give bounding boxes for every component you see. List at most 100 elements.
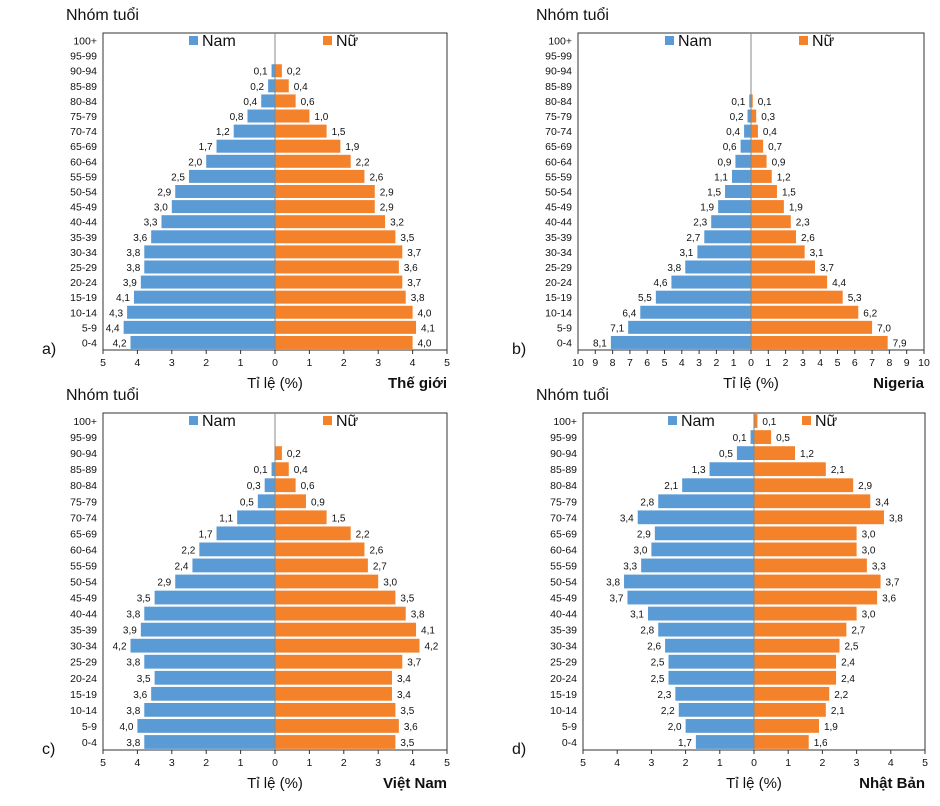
value-label-female: 0,6 [301,481,315,492]
x-tick-label: 1 [238,357,244,369]
value-label-male: 2,5 [651,674,665,685]
bar-female [275,275,403,289]
bar-female [275,462,289,477]
age-group-label: 75-79 [545,111,572,123]
bar-female [275,510,327,525]
bar-female [275,478,296,493]
bar-male [725,185,751,198]
bar-male [628,320,751,334]
bar-female [754,414,758,428]
age-group-label: 85-89 [545,81,572,93]
bar-female [275,154,351,168]
value-label-female: 0,4 [763,127,777,138]
bar-female [275,574,379,589]
bar-female [754,510,884,525]
age-group-label: 20-24 [550,673,577,685]
x-tick-label: 5 [444,357,450,369]
bar-female [751,245,805,259]
bar-female [275,622,417,637]
panel-letter: d) [512,741,526,758]
age-group-label: 30-34 [545,247,572,259]
value-label-female: 2,2 [356,157,370,168]
age-group-label: 20-24 [545,277,572,289]
x-tick-label: 5 [444,757,450,769]
value-label-female: 2,7 [851,626,865,637]
bar-female [275,719,399,733]
bar-female [275,638,420,653]
bar-female [751,215,791,229]
value-label-male: 5,5 [638,293,652,304]
bar-male [140,622,275,637]
x-tick-label: 6 [644,357,650,369]
age-group-label: 95-99 [70,432,97,444]
value-label-male: 1,7 [199,142,213,153]
age-group-label: 85-89 [70,81,97,93]
x-tick-label: 6 [852,357,858,369]
bar-female [754,702,826,717]
pyramid-panel-2: Nhóm tuổi Nam Nữ 0-4 8,1 7,9 5-9 7,1 7,0 10-14 6,4… [512,6,930,392]
age-group-label: 60-64 [545,156,572,168]
value-label-male: 0,2 [250,82,264,93]
bar-male [144,260,275,274]
age-group-label: 95-99 [550,432,577,444]
value-label-female: 3,7 [886,578,900,589]
x-tick-label: 4 [679,357,685,369]
x-axis-title: Tỉ lệ (%) [247,775,303,792]
x-tick-label: 3 [800,357,806,369]
bar-female [751,290,843,304]
bar-male [610,335,751,349]
value-label-female: 2,4 [841,674,855,685]
value-label-female: 0,4 [294,82,308,93]
age-group-label: 90-94 [545,66,572,78]
age-group-label: 80-84 [70,96,97,108]
value-label-female: 4,0 [418,308,432,319]
value-label-male: 1,7 [199,529,213,540]
x-tick-label: 4 [134,357,140,369]
bar-female [754,574,881,589]
bar-female [751,320,873,334]
value-label-female: 1,9 [789,203,803,214]
value-label-female: 3,4 [397,674,411,685]
value-label-female: 3,3 [872,561,886,572]
x-tick-label: 4 [134,757,140,769]
bar-male [127,305,275,319]
value-label-male: 2,5 [651,658,665,669]
value-label-female: 3,6 [404,722,418,733]
value-label-male: 2,2 [181,545,195,556]
age-group-label: 25-29 [70,262,97,274]
bar-male [685,260,751,274]
bar-male [151,686,275,701]
bar-female [754,622,847,637]
value-label-male: 3,8 [126,610,140,621]
age-group-label: 15-19 [70,689,97,701]
x-tick-label: 0 [751,757,757,769]
bar-male [624,574,754,589]
age-group-label: 60-64 [70,544,97,556]
bar-male [736,446,754,461]
age-group-label: 5-9 [557,322,572,334]
value-label-male: 2,1 [664,481,678,492]
age-group-label: 70-74 [70,512,97,524]
bar-male [749,94,751,108]
bar-female [275,558,368,573]
value-label-female: 3,0 [862,545,876,556]
value-label-male: 0,3 [247,481,261,492]
bar-male [247,109,275,123]
x-tick-label: 4 [817,357,823,369]
bar-female [754,670,837,685]
bar-male [641,558,754,573]
value-label-male: 3,5 [137,674,151,685]
bar-male [654,526,754,541]
value-label-male: 2,9 [157,188,171,199]
age-group-label: 90-94 [70,66,97,78]
value-label-male: 4,2 [113,338,127,349]
bar-female [275,109,310,123]
legend-swatch-female [802,416,811,425]
bar-male [257,494,275,509]
value-label-female: 2,1 [831,706,845,717]
age-group-label: 55-59 [545,171,572,183]
age-group-label: 55-59 [550,560,577,572]
x-tick-label: 0 [748,357,754,369]
value-label-male: 0,4 [243,97,257,108]
